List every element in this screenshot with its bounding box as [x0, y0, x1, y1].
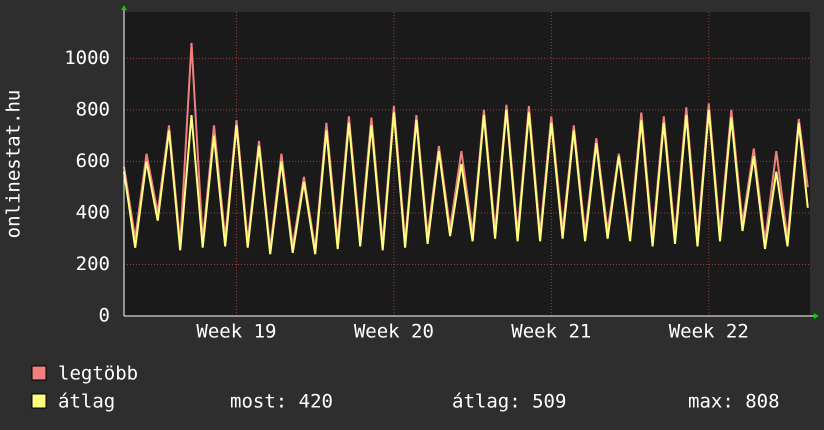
x-tick-label: Week 19 — [196, 321, 276, 343]
y-tick-label: 400 — [76, 201, 110, 223]
stat-label: átlag: 509 — [452, 391, 566, 413]
x-tick-label: Week 22 — [669, 321, 749, 343]
y-tick-label: 800 — [76, 98, 110, 120]
legend-label: legtöbb — [58, 363, 138, 385]
stat-label: most: 420 — [230, 391, 333, 413]
y-tick-label: 0 — [99, 305, 110, 327]
legend-swatch — [31, 393, 47, 409]
y-tick-label: 1000 — [64, 47, 110, 69]
y-tick-label: 200 — [76, 253, 110, 275]
x-tick-label: Week 21 — [511, 321, 591, 343]
plot-area — [124, 12, 810, 316]
series-line — [123, 109, 809, 255]
legend-label: átlag — [58, 391, 115, 413]
legend-swatch — [31, 365, 47, 381]
y-tick-label: 600 — [76, 150, 110, 172]
axis-arrow — [814, 313, 819, 319]
y-axis-label: onlinestat.hu — [3, 90, 25, 239]
axis-arrow — [121, 5, 127, 10]
stat-label: max: 808 — [688, 391, 780, 413]
x-tick-label: Week 20 — [354, 321, 434, 343]
